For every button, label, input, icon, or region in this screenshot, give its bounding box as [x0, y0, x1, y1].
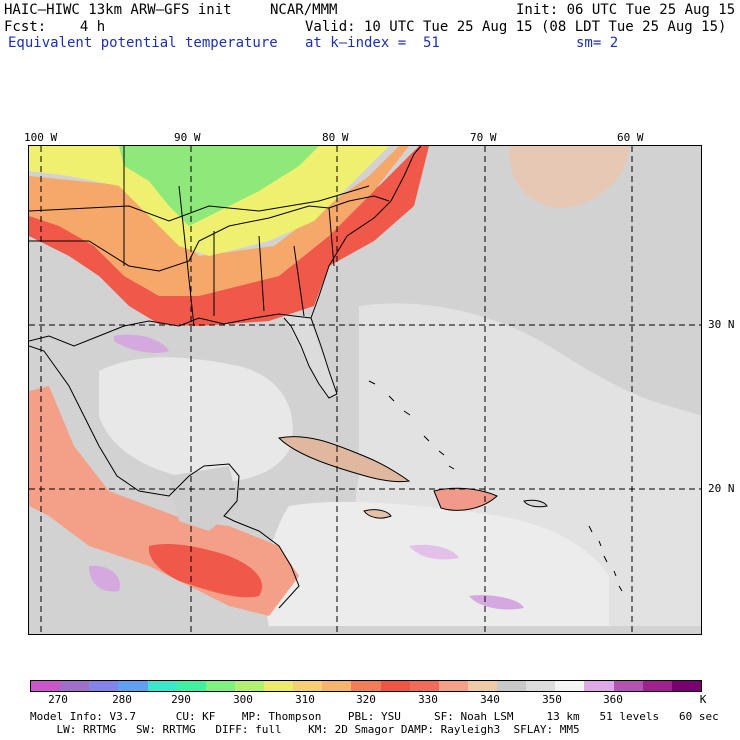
theta-e-map — [28, 145, 702, 635]
florida-peninsula — [284, 316, 339, 398]
colorbar-tick-290: 290 — [171, 693, 191, 706]
init-time: Init: 06 UTC Tue 25 Aug 15 — [516, 2, 736, 18]
colorbar-segment — [642, 681, 672, 691]
colorbar-segment — [322, 681, 352, 691]
colorbar-segment — [409, 681, 439, 691]
lat-label-20n: 20 N — [708, 482, 735, 495]
lon-label-70w: 70 W — [470, 131, 497, 144]
colorbar-segment — [497, 681, 527, 691]
colorbar-segment — [351, 681, 381, 691]
colorbar-segment — [584, 681, 614, 691]
lon-label-60w: 60 W — [617, 131, 644, 144]
colorbar-segment — [234, 681, 264, 691]
coastlines — [29, 146, 623, 609]
colorbar-segment — [147, 681, 177, 691]
colorbar-segment — [671, 681, 701, 691]
lon-label-80w: 80 W — [322, 131, 349, 144]
ne-tan-blob — [508, 146, 629, 208]
colorbar-segment — [293, 681, 323, 691]
colorbar-unit: K — [699, 693, 707, 706]
valid-time: Valid: 10 UTC Tue 25 Aug 15 (08 LDT Tue … — [305, 19, 727, 35]
us-red-band — [29, 146, 429, 326]
smoothing-label: sm= 2 — [576, 35, 619, 51]
colorbar-segment — [60, 681, 90, 691]
caribbean-light-area — [265, 501, 609, 626]
central-america-red — [148, 544, 263, 598]
colorbar-segment — [176, 681, 206, 691]
us-green-region — [119, 146, 319, 226]
hispaniola-island — [434, 488, 497, 511]
lavender-gulf — [114, 334, 169, 353]
colorbar-segment — [205, 681, 235, 691]
cuba-island — [279, 436, 409, 482]
colorbar-tick-360: 360 — [603, 693, 623, 706]
field-name: Equivalent potential temperature — [8, 35, 278, 51]
yucatan-land — [169, 466, 239, 531]
colorbar-tick-280: 280 — [112, 693, 132, 706]
colorbar — [30, 680, 702, 692]
colorbar-segment — [264, 681, 294, 691]
gulf-light-area — [99, 357, 293, 482]
colorbar-segment — [467, 681, 497, 691]
colorbar-segment — [555, 681, 585, 691]
lavender-caribbean — [409, 544, 459, 560]
lavender-south — [469, 595, 524, 610]
lat-label-30n: 30 N — [708, 318, 735, 331]
model-info-line2: LW: RRTMG SW: RRTMG DIFF: full KM: 2D Sm… — [30, 723, 580, 736]
level-label: at k–index = 51 — [305, 35, 440, 51]
colorbar-tick-320: 320 — [356, 693, 376, 706]
model-title: HAIC–HIWC 13km ARW–GFS init — [4, 2, 232, 18]
colorbar-tick-330: 330 — [418, 693, 438, 706]
colorbar-segment — [526, 681, 556, 691]
colorbar-tick-300: 300 — [233, 693, 253, 706]
forecast-hour: Fcst: 4 h — [4, 19, 106, 35]
colorbar-segment — [380, 681, 410, 691]
lon-label-90w: 90 W — [174, 131, 201, 144]
colorbar-tick-340: 340 — [480, 693, 500, 706]
model-info-line1: Model Info: V3.7 CU: KF MP: Thompson PBL… — [30, 710, 719, 723]
colorbar-segment — [613, 681, 643, 691]
graticule — [29, 146, 701, 634]
lon-label-100w: 100 W — [24, 131, 58, 144]
colorbar-tick-310: 310 — [295, 693, 315, 706]
colorbar-segment — [89, 681, 119, 691]
colorbar-tick-350: 350 — [542, 693, 562, 706]
lavender-pacific — [89, 565, 120, 592]
map-svg — [29, 146, 701, 634]
colorbar-segment — [118, 681, 148, 691]
colorbar-segment — [31, 681, 61, 691]
colorbar-tick-270: 270 — [48, 693, 68, 706]
colorbar-segment — [438, 681, 468, 691]
org-label: NCAR/MMM — [270, 2, 338, 18]
